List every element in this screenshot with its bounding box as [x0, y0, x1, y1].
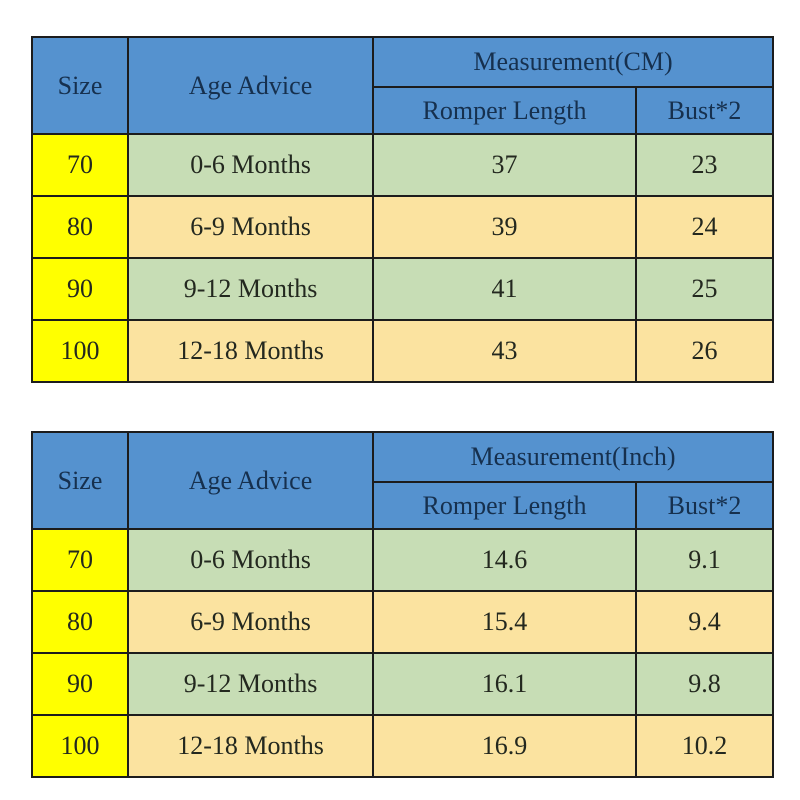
- cell-romper-length: 43: [372, 319, 637, 383]
- cell-age: 6-9 Months: [127, 590, 374, 654]
- header-cell-age-advice: Age Advice: [127, 431, 374, 530]
- cell-age: 9-12 Months: [127, 257, 374, 321]
- cell-romper-length: 39: [372, 195, 637, 259]
- header-cell-bust: Bust*2: [635, 481, 774, 530]
- cell-size: 80: [31, 590, 129, 654]
- cell-bust: 9.8: [635, 652, 774, 716]
- cell-age: 12-18 Months: [127, 319, 374, 383]
- table-row: 100 12-18 Months 16.9 10.2: [31, 714, 774, 778]
- cell-bust: 9.4: [635, 590, 774, 654]
- table-row: 90 9-12 Months 41 25: [31, 257, 774, 321]
- table-row: 70 0-6 Months 37 23: [31, 133, 774, 197]
- cell-size: 70: [31, 528, 129, 592]
- cell-age: 9-12 Months: [127, 652, 374, 716]
- header-cell-measurement-cm: Measurement(CM): [372, 36, 774, 88]
- header-cell-age-advice: Age Advice: [127, 36, 374, 135]
- cell-romper-length: 37: [372, 133, 637, 197]
- header-cell-bust: Bust*2: [635, 86, 774, 135]
- cell-size: 100: [31, 714, 129, 778]
- table-row: 90 9-12 Months 16.1 9.8: [31, 652, 774, 716]
- table-row: 80 6-9 Months 39 24: [31, 195, 774, 259]
- cell-bust: 23: [635, 133, 774, 197]
- cell-bust: 25: [635, 257, 774, 321]
- cell-age: 12-18 Months: [127, 714, 374, 778]
- header-row: Size Age Advice Measurement(Inch): [31, 431, 774, 530]
- cell-bust: 9.1: [635, 528, 774, 592]
- cell-bust: 10.2: [635, 714, 774, 778]
- cell-size: 90: [31, 257, 129, 321]
- cell-romper-length: 16.1: [372, 652, 637, 716]
- cell-size: 70: [31, 133, 129, 197]
- header-cell-romper-length: Romper Length: [372, 86, 637, 135]
- cell-size: 100: [31, 319, 129, 383]
- cell-age: 0-6 Months: [127, 528, 374, 592]
- cell-romper-length: 16.9: [372, 714, 637, 778]
- cell-size: 80: [31, 195, 129, 259]
- cell-bust: 24: [635, 195, 774, 259]
- table-row: 80 6-9 Months 15.4 9.4: [31, 590, 774, 654]
- cell-age: 6-9 Months: [127, 195, 374, 259]
- subheader-row: Romper Length Bust*2: [32, 86, 774, 135]
- size-chart-cm-table: Size Age Advice Measurement(CM) Romper L…: [31, 36, 774, 383]
- cell-size: 90: [31, 652, 129, 716]
- cell-romper-length: 41: [372, 257, 637, 321]
- cell-bust: 26: [635, 319, 774, 383]
- table-row: 70 0-6 Months 14.6 9.1: [31, 528, 774, 592]
- header-cell-measurement-inch: Measurement(Inch): [372, 431, 774, 483]
- header-row: Size Age Advice Measurement(CM): [31, 36, 774, 135]
- cell-age: 0-6 Months: [127, 133, 374, 197]
- cell-romper-length: 15.4: [372, 590, 637, 654]
- header-cell-size: Size: [31, 431, 129, 530]
- size-chart-inch-table: Size Age Advice Measurement(Inch) Romper…: [31, 431, 774, 778]
- header-cell-size: Size: [31, 36, 129, 135]
- header-cell-romper-length: Romper Length: [372, 481, 637, 530]
- table-row: 100 12-18 Months 43 26: [31, 319, 774, 383]
- cell-romper-length: 14.6: [372, 528, 637, 592]
- subheader-row: Romper Length Bust*2: [32, 481, 774, 530]
